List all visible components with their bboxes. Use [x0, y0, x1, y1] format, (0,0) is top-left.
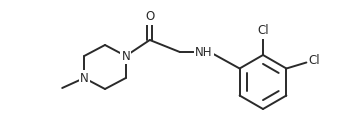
Text: O: O	[145, 11, 154, 23]
Text: NH: NH	[195, 46, 212, 58]
Text: N: N	[121, 50, 130, 62]
Text: Cl: Cl	[257, 25, 269, 37]
Text: Cl: Cl	[309, 54, 320, 67]
Text: N: N	[80, 72, 89, 84]
